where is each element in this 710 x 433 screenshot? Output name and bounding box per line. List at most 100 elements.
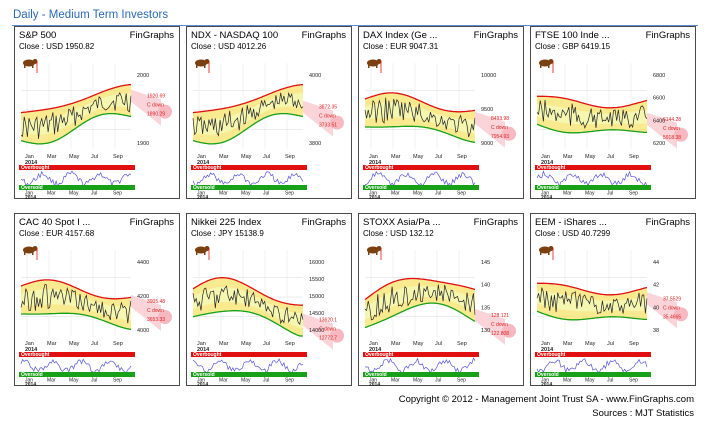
- overbought-label: Overbought: [365, 165, 394, 171]
- x-tick-label: Sep: [629, 191, 638, 197]
- x-tick-label: Jan: [369, 341, 378, 347]
- forecast-cone: [131, 89, 161, 126]
- x-tick-label: Mar: [391, 191, 400, 197]
- forecast-label: C down: [147, 103, 164, 109]
- copyright-text[interactable]: Copyright © 2012 - Management Joint Trus…: [398, 394, 694, 405]
- bear-icon: [23, 246, 38, 255]
- forecast-target: [158, 310, 172, 325]
- y-tick-label: 15500: [309, 277, 324, 283]
- x-tick-label: Jan: [197, 341, 206, 347]
- forecast-target: [674, 307, 688, 322]
- x-tick-label: May: [69, 191, 79, 197]
- y-tick-label: 6400: [653, 118, 665, 124]
- x-tick-label: Mar: [219, 154, 229, 160]
- overbought-label: Overbought: [21, 352, 50, 358]
- close-price: Close : USD 40.7299: [535, 229, 611, 238]
- overbought-bar: [191, 352, 307, 357]
- page-title: Daily - Medium Term Investors: [13, 9, 169, 21]
- forecast-target: [674, 127, 688, 142]
- bear-icon: [195, 246, 210, 255]
- volatility-band-inner: [193, 287, 303, 329]
- x-tick-label: Mar: [563, 154, 573, 160]
- x-tick-label: May: [413, 378, 423, 384]
- forecast-label: C down: [319, 114, 336, 120]
- forecast-label: 3872.35: [319, 105, 337, 111]
- forecast-label: C down: [491, 125, 508, 131]
- oversold-bar: [535, 185, 651, 190]
- year-label: 2014: [541, 195, 552, 201]
- chart-panel[interactable]: FTSE 100 Inde ... FinGraphs Close : GBP 64…: [530, 26, 696, 201]
- year-label: 2014: [197, 160, 210, 166]
- forecast-label: 12772.7: [319, 336, 337, 342]
- lower-band-line: [536, 310, 647, 321]
- y-tick-label: 6600: [653, 96, 665, 102]
- x-tick-label: Jul: [607, 378, 613, 384]
- year-label: 2014: [541, 347, 554, 353]
- oversold-label: Oversold: [537, 185, 559, 191]
- forecast-label: C down: [663, 126, 680, 132]
- x-tick-label: Mar: [391, 378, 400, 384]
- forecast-label: C down: [319, 327, 336, 333]
- overbought-label: Overbought: [537, 352, 566, 358]
- lower-band-line: [536, 123, 647, 134]
- chart-panel[interactable]: S&P 500 FinGraphs Close : USD 1950.82 2000 1…: [14, 26, 180, 201]
- x-tick-label: Jul: [263, 341, 270, 347]
- bear-icon: [23, 59, 38, 68]
- price-chart: 145 140 135 130 128.121 C down 122.808 Jan Mar Ma…: [363, 246, 516, 388]
- close-price: Close : EUR 4157.68: [19, 229, 95, 238]
- volatility-band-inner: [21, 93, 131, 135]
- chart-panel[interactable]: STOXX Asia/Pa ... FinGraphs Close : USD 13…: [358, 213, 524, 388]
- year-label: 2014: [541, 382, 552, 388]
- close-price: Close : USD 1950.82: [19, 42, 95, 51]
- price-chart: 2000 1900 1920.69 C down 1890.29 Jan Mar May Jul…: [19, 59, 172, 201]
- forecast-cone: [647, 112, 677, 149]
- chart-panel[interactable]: CAC 40 Spot I ... FinGraphs Close : EUR 41…: [14, 213, 180, 388]
- y-tick-label: 2000: [137, 73, 149, 79]
- x-tick-label: Jan: [369, 378, 377, 384]
- forecast-label: C down: [147, 308, 164, 314]
- x-tick-label: Mar: [391, 341, 401, 347]
- forecast-label: 37.5529: [663, 296, 681, 302]
- overbought-bar: [535, 352, 651, 357]
- y-tick-label: 38: [653, 328, 659, 334]
- x-tick-label: May: [69, 154, 80, 160]
- y-tick-label: 4400: [137, 260, 149, 266]
- chart-panel[interactable]: Nikkei 225 Index FinGraphs Close : JPY 151…: [186, 213, 352, 388]
- forecast-label: 5918.38: [663, 135, 681, 141]
- x-tick-label: Jan: [25, 154, 34, 160]
- forecast-cone: [131, 295, 161, 332]
- y-tick-label: 140: [481, 283, 490, 289]
- price-series: [20, 91, 132, 139]
- x-tick-label: Jan: [541, 341, 550, 347]
- instrument-name: DAX Index (Ge ...: [363, 30, 438, 41]
- forecast-target: [502, 126, 516, 141]
- chart-panel[interactable]: EEM - iShares ... FinGraphs Close : USD 40…: [530, 213, 696, 388]
- overbought-label: Overbought: [537, 165, 566, 171]
- instrument-name: Nikkei 225 Index: [191, 217, 262, 228]
- x-tick-label: Sep: [457, 154, 467, 160]
- x-tick-label: Sep: [629, 378, 638, 384]
- price-series: [192, 91, 304, 137]
- forecast-target: [502, 323, 516, 338]
- x-tick-label: May: [69, 378, 79, 384]
- x-tick-label: Jan: [197, 378, 205, 384]
- x-tick-label: Jul: [435, 154, 442, 160]
- x-tick-label: Jan: [197, 191, 205, 197]
- y-tick-label: 9500: [481, 107, 493, 113]
- chart-panel[interactable]: DAX Index (Ge ... FinGraphs Close : EUR 90…: [358, 26, 524, 201]
- x-tick-label: Jan: [541, 191, 549, 197]
- oversold-bar: [19, 185, 135, 190]
- forecast-cone: [475, 308, 505, 345]
- year-label: 2014: [197, 347, 210, 353]
- year-label: 2014: [25, 347, 38, 353]
- instrument-name: CAC 40 Spot I ...: [19, 217, 91, 228]
- overbought-bar: [535, 165, 651, 170]
- y-tick-label: 44: [653, 260, 659, 266]
- price-chart: 6800 6600 6400 6200 6144.28 C down 5918.38 Jan M…: [535, 59, 688, 201]
- upper-band-line: [364, 92, 476, 113]
- year-label: 2014: [541, 160, 554, 166]
- bear-icon: [367, 246, 382, 255]
- brand-label: FinGraphs: [645, 30, 690, 41]
- y-tick-label: 16000: [309, 260, 324, 266]
- chart-panel[interactable]: NDX - NASDAQ 100 FinGraphs Close : USD 401…: [186, 26, 352, 201]
